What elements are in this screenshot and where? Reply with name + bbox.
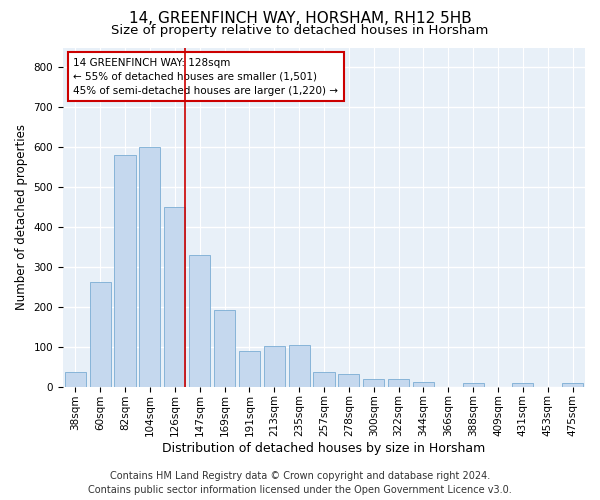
Bar bbox=[89, 282, 111, 387]
Bar bbox=[562, 384, 583, 386]
Bar bbox=[463, 384, 484, 386]
Bar bbox=[214, 310, 235, 386]
X-axis label: Distribution of detached houses by size in Horsham: Distribution of detached houses by size … bbox=[163, 442, 485, 455]
Text: Contains HM Land Registry data © Crown copyright and database right 2024.
Contai: Contains HM Land Registry data © Crown c… bbox=[88, 471, 512, 495]
Text: 14, GREENFINCH WAY, HORSHAM, RH12 5HB: 14, GREENFINCH WAY, HORSHAM, RH12 5HB bbox=[128, 11, 472, 26]
Bar bbox=[289, 345, 310, 387]
Bar bbox=[413, 382, 434, 386]
Bar bbox=[363, 380, 384, 386]
Text: 14 GREENFINCH WAY: 128sqm
← 55% of detached houses are smaller (1,501)
45% of se: 14 GREENFINCH WAY: 128sqm ← 55% of detac… bbox=[73, 58, 338, 96]
Bar bbox=[388, 380, 409, 386]
Bar bbox=[115, 155, 136, 386]
Bar bbox=[164, 207, 185, 386]
Bar bbox=[512, 384, 533, 386]
Text: Size of property relative to detached houses in Horsham: Size of property relative to detached ho… bbox=[112, 24, 488, 37]
Bar bbox=[189, 255, 210, 386]
Bar bbox=[65, 372, 86, 386]
Bar bbox=[338, 374, 359, 386]
Bar bbox=[139, 148, 160, 386]
Bar bbox=[263, 346, 285, 387]
Bar bbox=[313, 372, 335, 386]
Bar bbox=[239, 351, 260, 386]
Y-axis label: Number of detached properties: Number of detached properties bbox=[15, 124, 28, 310]
